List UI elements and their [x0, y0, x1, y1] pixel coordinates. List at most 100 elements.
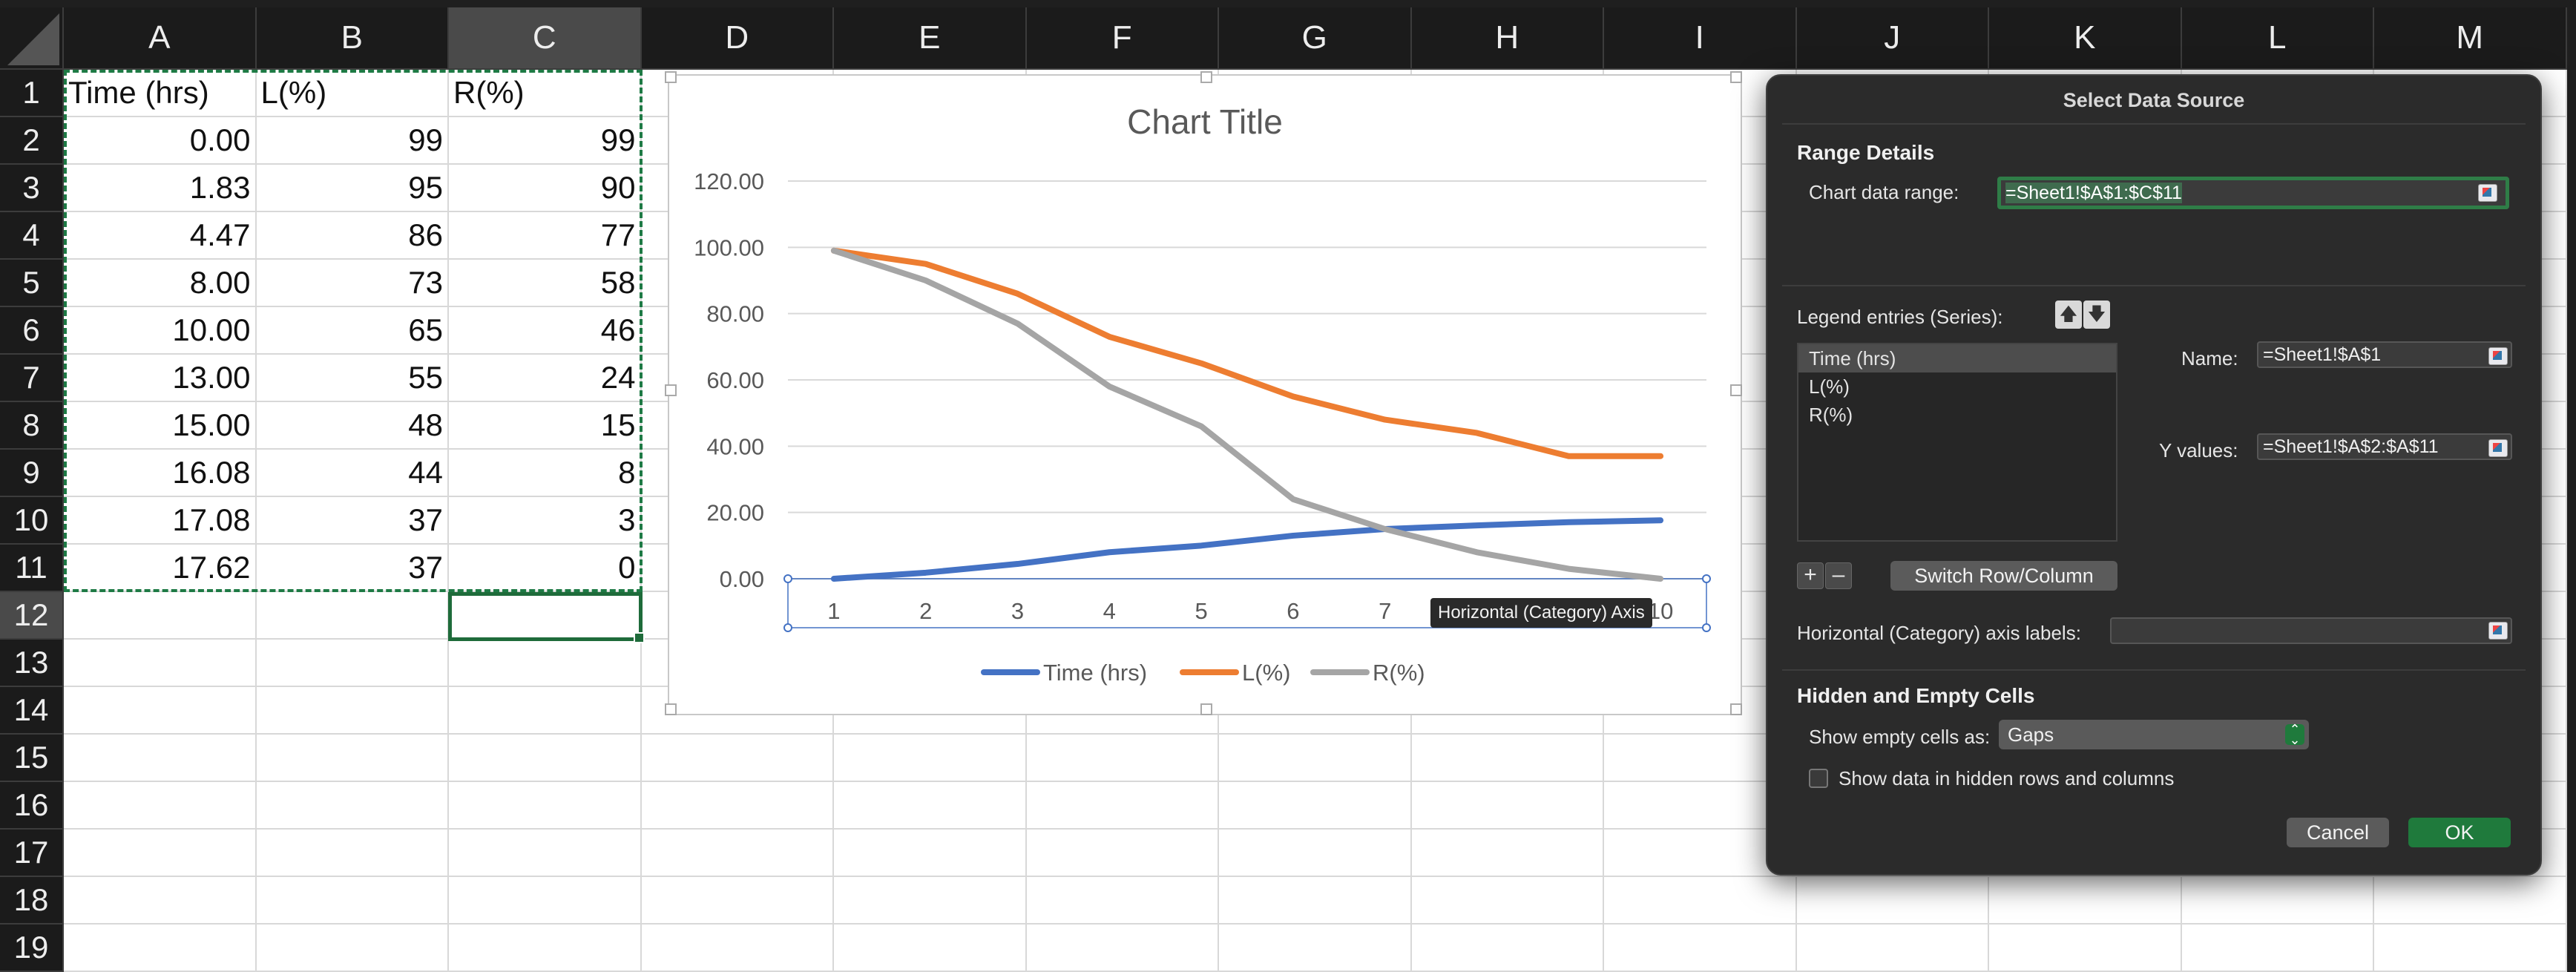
cell-a14[interactable] — [64, 687, 257, 735]
cell-c16[interactable] — [449, 782, 642, 830]
cell-c14[interactable] — [449, 687, 642, 735]
cell-d15[interactable] — [641, 735, 834, 782]
cell-b15[interactable] — [256, 735, 449, 782]
cell-a9[interactable]: 16.08 — [64, 450, 257, 497]
cell-c8[interactable]: 15 — [449, 402, 642, 450]
cell-b16[interactable] — [256, 782, 449, 830]
cell-c13[interactable] — [449, 640, 642, 687]
cell-g17[interactable] — [1219, 830, 1412, 877]
cell-a18[interactable] — [64, 877, 257, 925]
cell-c10[interactable]: 3 — [449, 497, 642, 545]
row-header-9[interactable]: 9 — [0, 450, 64, 497]
horizontal-axis-labels-field[interactable] — [2110, 617, 2512, 644]
row-header-18[interactable]: 18 — [0, 877, 64, 925]
cell-f17[interactable] — [1026, 830, 1219, 877]
row-header-2[interactable]: 2 — [0, 117, 64, 165]
column-header-h[interactable]: H — [1411, 7, 1604, 70]
cell-a12[interactable] — [64, 592, 257, 640]
cell-b17[interactable] — [256, 830, 449, 877]
range-picker-icon[interactable] — [2488, 439, 2508, 457]
cell-j18[interactable] — [1796, 877, 1989, 925]
column-header-m[interactable]: M — [2374, 7, 2567, 70]
show-hidden-data-checkbox[interactable] — [1809, 769, 1828, 788]
cell-m19[interactable] — [2374, 925, 2567, 972]
cell-d16[interactable] — [641, 782, 834, 830]
column-header-j[interactable]: J — [1796, 7, 1989, 70]
cell-j19[interactable] — [1796, 925, 1989, 972]
range-picker-icon[interactable] — [2478, 184, 2497, 202]
cancel-button[interactable]: Cancel — [2287, 818, 2389, 847]
cell-b12[interactable] — [256, 592, 449, 640]
cell-f19[interactable] — [1026, 925, 1219, 972]
cell-d17[interactable] — [641, 830, 834, 877]
cell-e19[interactable] — [834, 925, 1027, 972]
cell-b3[interactable]: 95 — [256, 165, 449, 212]
cell-h18[interactable] — [1411, 877, 1604, 925]
row-header-19[interactable]: 19 — [0, 925, 64, 972]
series-item[interactable]: Time (hrs) — [1798, 344, 2116, 372]
cell-l19[interactable] — [2181, 925, 2374, 972]
cell-g18[interactable] — [1219, 877, 1412, 925]
cell-d19[interactable] — [641, 925, 834, 972]
cell-b14[interactable] — [256, 687, 449, 735]
select-all-corner[interactable] — [0, 7, 64, 70]
cell-a17[interactable] — [64, 830, 257, 877]
row-header-10[interactable]: 10 — [0, 497, 64, 545]
move-series-down-icon[interactable]: 🡇 — [2083, 301, 2110, 329]
cell-k18[interactable] — [1989, 877, 2182, 925]
cell-a5[interactable]: 8.00 — [64, 260, 257, 307]
remove-series-button[interactable]: – — [1825, 562, 1852, 589]
row-header-11[interactable]: 11 — [0, 545, 64, 592]
cell-e16[interactable] — [834, 782, 1027, 830]
cell-i19[interactable] — [1604, 925, 1797, 972]
column-header-c[interactable]: C — [449, 7, 642, 70]
cell-c17[interactable] — [449, 830, 642, 877]
chart-resize-handle[interactable] — [1730, 703, 1742, 715]
cell-b1[interactable]: L(%) — [256, 70, 449, 117]
cell-b2[interactable]: 99 — [256, 117, 449, 165]
cell-g19[interactable] — [1219, 925, 1412, 972]
column-header-f[interactable]: F — [1026, 7, 1219, 70]
cell-h16[interactable] — [1411, 782, 1604, 830]
row-header-8[interactable]: 8 — [0, 402, 64, 450]
series-item[interactable]: L(%) — [1809, 375, 1850, 398]
column-header-a[interactable]: A — [64, 7, 257, 70]
chart-resize-handle[interactable] — [665, 71, 677, 83]
y-values-field[interactable]: =Sheet1!$A$2:$A$11 — [2257, 433, 2512, 460]
cell-e15[interactable] — [834, 735, 1027, 782]
cell-a4[interactable]: 4.47 — [64, 212, 257, 260]
column-header-i[interactable]: I — [1604, 7, 1797, 70]
cell-c12[interactable] — [449, 592, 642, 640]
cell-b10[interactable]: 37 — [256, 497, 449, 545]
column-header-g[interactable]: G — [1219, 7, 1412, 70]
cell-a8[interactable]: 15.00 — [64, 402, 257, 450]
row-header-17[interactable]: 17 — [0, 830, 64, 877]
cell-a16[interactable] — [64, 782, 257, 830]
row-header-4[interactable]: 4 — [0, 212, 64, 260]
cell-f16[interactable] — [1026, 782, 1219, 830]
cell-c18[interactable] — [449, 877, 642, 925]
cell-a3[interactable]: 1.83 — [64, 165, 257, 212]
cell-c3[interactable]: 90 — [449, 165, 642, 212]
cell-k19[interactable] — [1989, 925, 2182, 972]
cell-c19[interactable] — [449, 925, 642, 972]
cell-i18[interactable] — [1604, 877, 1797, 925]
row-header-1[interactable]: 1 — [0, 70, 64, 117]
move-series-up-icon[interactable]: 🡅 — [2055, 301, 2082, 329]
cell-c5[interactable]: 58 — [449, 260, 642, 307]
chart-resize-handle[interactable] — [1200, 703, 1212, 715]
chart-resize-handle[interactable] — [665, 703, 677, 715]
show-empty-cells-select[interactable]: Gaps ⌃ ⌄ — [1999, 720, 2309, 749]
cell-g16[interactable] — [1219, 782, 1412, 830]
row-header-7[interactable]: 7 — [0, 355, 64, 402]
cell-a19[interactable] — [64, 925, 257, 972]
range-picker-icon[interactable] — [2488, 622, 2508, 640]
range-picker-icon[interactable] — [2488, 347, 2508, 365]
chart-resize-handle[interactable] — [1730, 71, 1742, 83]
chart-data-range-field[interactable]: =Sheet1!$A$1:$C$11 — [1997, 177, 2509, 209]
ok-button[interactable]: OK — [2408, 818, 2511, 847]
cell-b4[interactable]: 86 — [256, 212, 449, 260]
cell-b5[interactable]: 73 — [256, 260, 449, 307]
cell-a6[interactable]: 10.00 — [64, 307, 257, 355]
cell-b19[interactable] — [256, 925, 449, 972]
